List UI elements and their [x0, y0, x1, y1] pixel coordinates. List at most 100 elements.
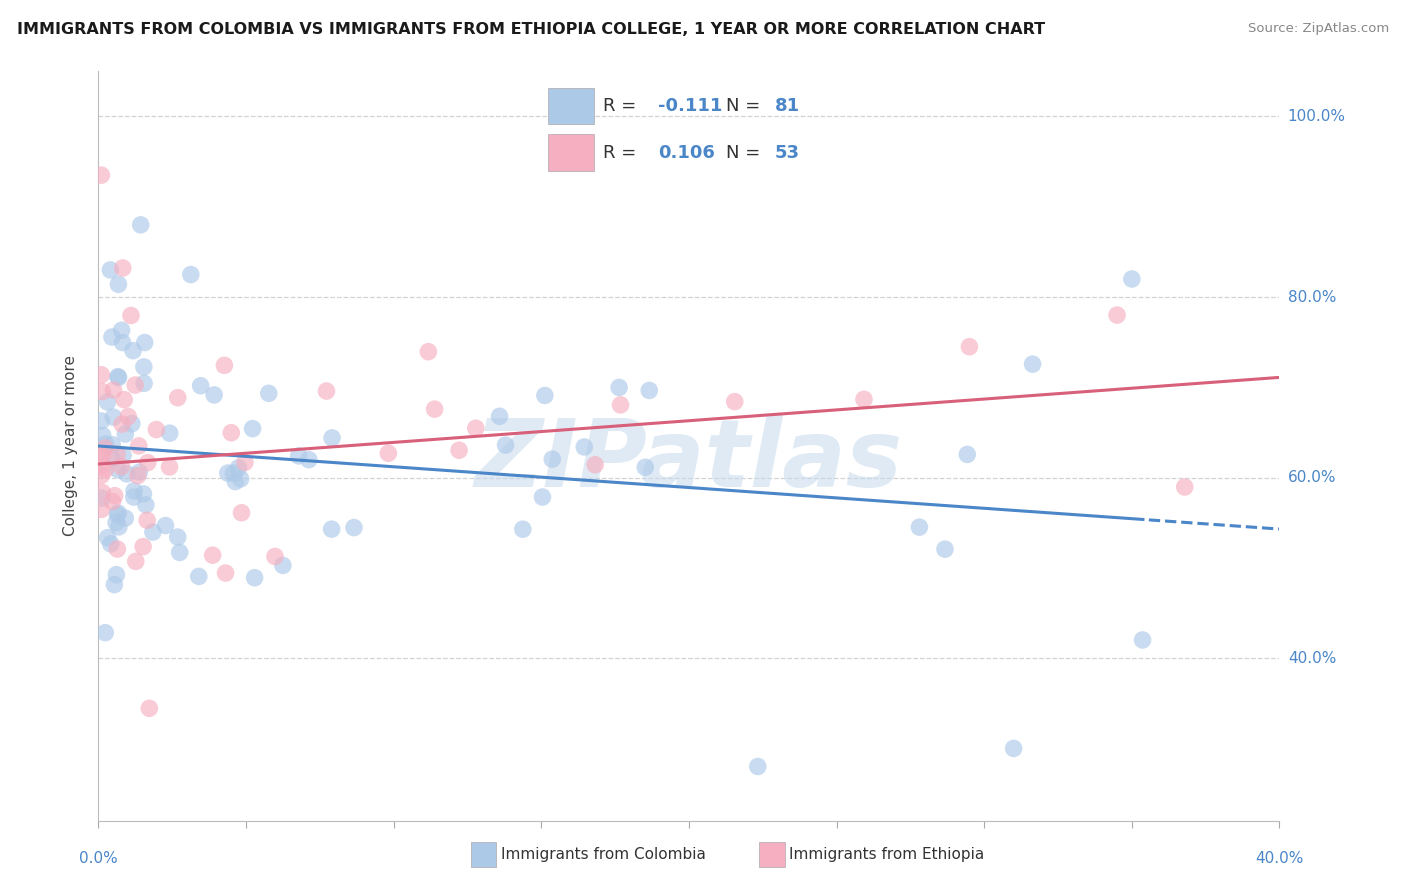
Point: [638, 384, 661, 398]
Text: 60.0%: 60.0%: [1288, 470, 1336, 485]
Point: [222, 466, 245, 480]
Point: [90, 468, 112, 483]
Point: [257, 386, 280, 401]
Point: [1021, 357, 1043, 371]
Point: [1174, 480, 1197, 494]
Point: [105, 447, 128, 461]
Point: [187, 569, 209, 583]
Point: [214, 359, 236, 373]
Point: [101, 438, 124, 452]
Point: [142, 524, 165, 539]
Point: [190, 378, 212, 392]
Point: [112, 392, 135, 407]
Point: [377, 446, 399, 460]
Text: 100.0%: 100.0%: [1288, 109, 1346, 124]
Point: [132, 376, 155, 391]
Text: 40.0%: 40.0%: [1288, 650, 1336, 665]
Point: [298, 452, 321, 467]
Point: [100, 451, 122, 466]
Point: [609, 398, 631, 412]
Point: [110, 459, 132, 474]
Point: [201, 548, 224, 562]
Point: [321, 431, 343, 445]
Point: [108, 520, 131, 534]
Point: [464, 421, 486, 435]
Point: [97, 531, 120, 545]
Point: [1132, 632, 1154, 647]
Point: [956, 447, 979, 461]
Text: IMMIGRANTS FROM COLOMBIA VS IMMIGRANTS FROM ETHIOPIA COLLEGE, 1 YEAR OR MORE COR: IMMIGRANTS FROM COLOMBIA VS IMMIGRANTS F…: [17, 22, 1045, 37]
Point: [264, 549, 287, 564]
Point: [852, 392, 875, 407]
Text: 40.0%: 40.0%: [1256, 851, 1303, 866]
Point: [169, 545, 191, 559]
Point: [98, 263, 121, 277]
Point: [115, 467, 138, 481]
Point: [124, 378, 146, 392]
Point: [107, 277, 129, 292]
Point: [136, 456, 159, 470]
Text: 80.0%: 80.0%: [1288, 290, 1336, 304]
Point: [512, 522, 534, 536]
Point: [90, 368, 112, 382]
Point: [159, 459, 181, 474]
Point: [90, 502, 112, 516]
Point: [117, 409, 139, 424]
Point: [315, 384, 337, 398]
Text: Source: ZipAtlas.com: Source: ZipAtlas.com: [1249, 22, 1389, 36]
Point: [135, 498, 157, 512]
Text: 0.0%: 0.0%: [79, 851, 118, 866]
Point: [574, 440, 596, 454]
Point: [90, 448, 112, 462]
Point: [219, 425, 242, 440]
Point: [105, 541, 128, 556]
Point: [242, 422, 264, 436]
Point: [449, 443, 471, 458]
Point: [107, 506, 129, 520]
Point: [107, 508, 129, 522]
Point: [229, 472, 252, 486]
Point: [1002, 741, 1025, 756]
Point: [105, 567, 128, 582]
Point: [202, 388, 225, 402]
Point: [125, 554, 148, 568]
Point: [128, 465, 150, 479]
Point: [634, 460, 657, 475]
Point: [145, 423, 167, 437]
Point: [224, 475, 246, 489]
Point: [180, 268, 202, 282]
Point: [534, 388, 557, 402]
Point: [90, 168, 112, 182]
Point: [134, 335, 156, 350]
Point: [112, 448, 135, 462]
Point: [111, 260, 134, 275]
Point: [166, 391, 188, 405]
Point: [96, 395, 118, 409]
Point: [531, 490, 554, 504]
Point: [94, 463, 117, 477]
Point: [136, 513, 159, 527]
Point: [607, 380, 630, 394]
Point: [132, 487, 155, 501]
Point: [243, 571, 266, 585]
Point: [111, 335, 134, 350]
Point: [321, 522, 343, 536]
Point: [101, 330, 124, 344]
Point: [1107, 308, 1129, 322]
Point: [100, 537, 122, 551]
Point: [94, 625, 117, 640]
Point: [214, 566, 236, 580]
Point: [724, 394, 747, 409]
Point: [122, 483, 145, 498]
Point: [121, 417, 143, 431]
Point: [233, 455, 256, 469]
Point: [138, 701, 160, 715]
Point: [90, 414, 112, 428]
Point: [91, 384, 114, 399]
Y-axis label: College, 1 year or more: College, 1 year or more: [63, 356, 77, 536]
Point: [271, 558, 294, 573]
Point: [128, 439, 150, 453]
Point: [129, 218, 152, 232]
Point: [91, 450, 114, 464]
Point: [959, 340, 981, 354]
